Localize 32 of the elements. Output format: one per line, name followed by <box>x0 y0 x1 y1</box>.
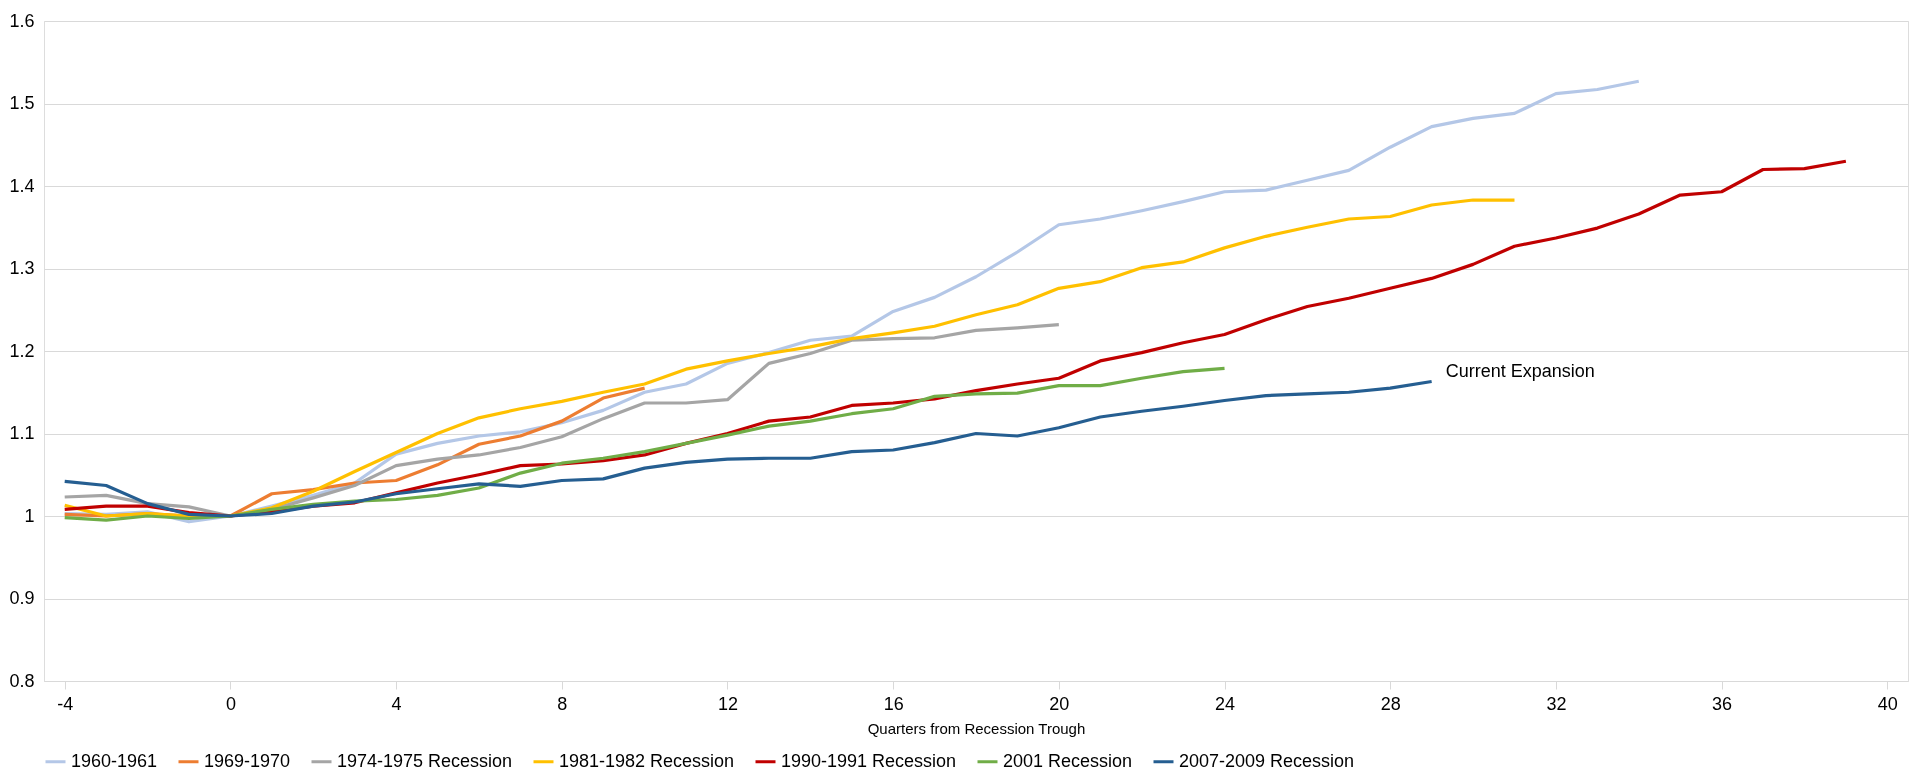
x-tick-label: 40 <box>1877 693 1898 714</box>
x-tick-label: 4 <box>391 693 402 714</box>
x-tick-label: 32 <box>1546 693 1567 714</box>
x-tick-label: 28 <box>1380 693 1401 714</box>
x-tick-label: 24 <box>1215 693 1236 714</box>
y-tick-label: 1.6 <box>9 10 35 31</box>
legend-label: 1960-1961 <box>71 750 158 771</box>
y-tick-label: 0.8 <box>9 670 35 691</box>
legend-label: 1981-1982 Recession <box>559 750 735 771</box>
legend-label: 1974-1975 Recession <box>337 750 513 771</box>
y-tick-label: 1.4 <box>9 175 35 196</box>
x-tick-label: 16 <box>883 693 904 714</box>
x-tick-label: 36 <box>1712 693 1733 714</box>
x-tick-label: 8 <box>557 693 568 714</box>
legend-label: 2001 Recession <box>1003 750 1133 771</box>
line-series <box>63 366 1227 522</box>
legend-label: 1969-1970 <box>204 750 291 771</box>
y-tick-label: 1.3 <box>9 258 35 278</box>
y-tick-label: 1.2 <box>9 340 35 361</box>
x-axis-title: Quarters from Recession Trough <box>867 719 1086 737</box>
y-tick-label: 0.9 <box>9 588 35 608</box>
line-series <box>63 379 1434 518</box>
x-tick-label: -4 <box>57 693 74 714</box>
y-tick-label: 1 <box>24 505 35 526</box>
legend-label: 2007-2009 Recession <box>1179 750 1355 771</box>
annotation: Current Expansion <box>1445 360 1595 381</box>
y-tick-label: 1.5 <box>9 93 35 113</box>
x-tick-label: 20 <box>1049 693 1070 714</box>
x-tick-label: 12 <box>717 693 738 714</box>
x-tick-label: 0 <box>225 693 236 714</box>
y-tick-label: 1.1 <box>9 423 35 443</box>
legend-label: 1990-1991 Recession <box>781 750 957 771</box>
